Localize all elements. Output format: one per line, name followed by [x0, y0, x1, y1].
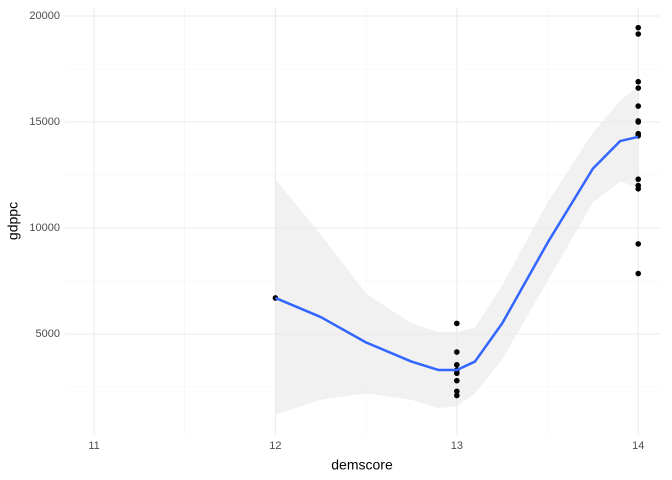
point: [635, 119, 642, 125]
confidence-band: [275, 85, 639, 415]
point: [635, 31, 642, 37]
x-tick-label: 14: [632, 440, 644, 452]
y-tick-label: 15000: [29, 116, 60, 128]
point: [635, 24, 642, 31]
point: [635, 78, 642, 85]
point: [635, 270, 642, 277]
point: [454, 370, 460, 377]
point: [454, 388, 460, 395]
x-tick-label: 13: [451, 440, 463, 452]
x-tick-label: 12: [269, 440, 281, 452]
smooth-line: [274, 135, 639, 372]
point: [635, 85, 642, 91]
point: [454, 392, 460, 399]
x-tick-label: 11: [88, 440, 99, 452]
point: [635, 176, 642, 183]
y-tick-label: 5000: [36, 328, 60, 340]
point: [635, 241, 642, 247]
point: [454, 349, 460, 355]
point: [454, 361, 460, 368]
y-tick-label: 10000: [29, 222, 60, 234]
point: [454, 377, 460, 384]
point: [635, 103, 642, 109]
point: [635, 185, 642, 192]
y-axis-title: gdppc: [5, 202, 21, 240]
x-axis-title: demscore: [331, 457, 393, 473]
y-tick-label: 20000: [29, 10, 60, 22]
point: [454, 320, 460, 327]
